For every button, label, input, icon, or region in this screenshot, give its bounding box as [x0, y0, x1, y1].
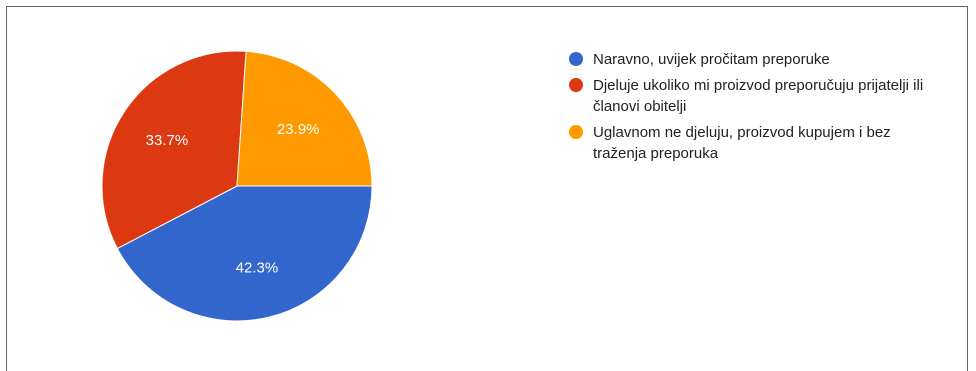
legend-swatch — [569, 78, 583, 92]
legend-item-friends-family: Djeluje ukoliko mi proizvod preporučuju … — [569, 75, 929, 117]
slice-always-read — [116, 185, 373, 322]
legend-label: Naravno, uvijek pročitam preporuke — [593, 51, 830, 68]
slice-no-effect — [236, 50, 373, 187]
legend-label: Djeluje ukoliko mi proizvod preporučuju … — [593, 77, 924, 115]
slice-always-read-label: 42.3% — [236, 259, 279, 276]
legend-swatch — [569, 52, 583, 66]
legend-item-always-read: Naravno, uvijek pročitam preporuke — [569, 49, 929, 70]
chart-panel: 42.3% 33.7% 23.9% Naravno, uvijek pročitam… — [6, 6, 968, 371]
legend-label: Uglavnom ne djeluju, proizvod kupujem i … — [593, 124, 891, 162]
legend-swatch — [569, 125, 583, 139]
pie-chart: 42.3% 33.7% 23.9% — [101, 50, 373, 322]
slice-friends-family — [101, 50, 247, 250]
chart-legend: Naravno, uvijek pročitam preporuke Djeluj… — [569, 49, 929, 169]
slice-friends-family-label: 33.7% — [146, 132, 189, 149]
pie-labels: 42.3% 33.7% 23.9% — [146, 121, 320, 276]
pie-slices — [101, 50, 373, 322]
slice-no-effect-label: 23.9% — [277, 121, 320, 138]
legend-item-no-effect: Uglavnom ne djeluju, proizvod kupujem i … — [569, 122, 929, 164]
